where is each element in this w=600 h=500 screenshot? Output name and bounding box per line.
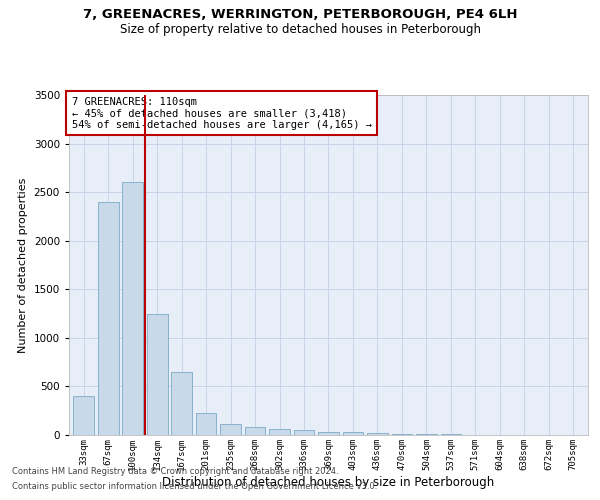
Bar <box>196 412 217 435</box>
Bar <box>318 432 339 435</box>
Bar <box>245 426 265 435</box>
Bar <box>73 396 94 435</box>
Bar <box>220 424 241 435</box>
Bar <box>392 434 412 435</box>
Text: Contains public sector information licensed under the Open Government Licence v3: Contains public sector information licen… <box>12 482 377 491</box>
Bar <box>416 434 437 435</box>
Bar <box>98 202 119 435</box>
Text: 7 GREENACRES: 110sqm
← 45% of detached houses are smaller (3,418)
54% of semi-de: 7 GREENACRES: 110sqm ← 45% of detached h… <box>71 96 371 130</box>
X-axis label: Distribution of detached houses by size in Peterborough: Distribution of detached houses by size … <box>163 476 494 488</box>
Bar <box>171 372 192 435</box>
Bar <box>122 182 143 435</box>
Bar <box>293 430 314 435</box>
Text: Contains HM Land Registry data © Crown copyright and database right 2024.: Contains HM Land Registry data © Crown c… <box>12 467 338 476</box>
Text: Size of property relative to detached houses in Peterborough: Size of property relative to detached ho… <box>119 22 481 36</box>
Text: 7, GREENACRES, WERRINGTON, PETERBOROUGH, PE4 6LH: 7, GREENACRES, WERRINGTON, PETERBOROUGH,… <box>83 8 517 20</box>
Bar <box>269 428 290 435</box>
Bar <box>440 434 461 435</box>
Bar <box>147 314 167 435</box>
Bar <box>343 432 364 435</box>
Bar <box>367 434 388 435</box>
Y-axis label: Number of detached properties: Number of detached properties <box>18 178 28 352</box>
